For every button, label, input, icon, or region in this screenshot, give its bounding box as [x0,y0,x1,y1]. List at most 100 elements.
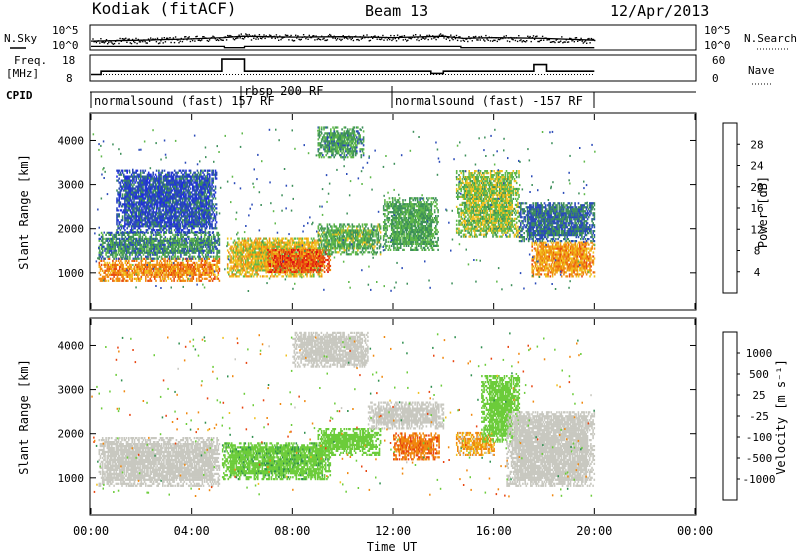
power-cell [124,187,126,190]
nsky-point [270,34,272,37]
power-cell [173,211,176,214]
power-cell [164,207,167,210]
nsky-point [500,38,502,40]
power-cell [128,221,131,224]
power-cell [226,241,229,244]
power-cell [139,277,141,280]
power-cell [133,273,136,276]
power-cell [146,211,149,214]
power-cell [190,203,193,206]
power-cell [193,233,196,236]
power-cell [171,203,174,206]
power-cell [154,191,157,194]
power-cell [126,261,129,264]
nsearch-tick-top: 10^5 [704,24,731,37]
power-cell [146,181,149,184]
nsky-point [222,39,224,41]
power-cell [138,173,141,176]
power-cell [127,183,130,186]
nsky-point [476,39,478,41]
nsky-point [549,41,552,43]
power-cell [138,181,141,184]
power-cell [126,211,128,214]
power-cell [186,259,189,262]
power-cell [174,263,176,266]
power-cell [133,217,135,220]
power-cell [169,239,172,242]
power-cell [121,187,124,190]
nsky-point [293,39,296,42]
nsky-point [475,35,477,38]
power-cell [116,269,119,272]
power-cell [206,247,208,250]
power-cell [256,271,258,274]
power-cell [120,273,122,276]
power-cell [208,279,210,282]
power-cell [164,265,166,268]
nsky-point [278,39,280,41]
power-cell [130,235,132,238]
power-cell [117,243,120,246]
power-cell [216,261,218,264]
power-cell [150,273,153,276]
power-cell [127,189,130,192]
power-cell [112,251,114,254]
power-cell [214,241,216,244]
power-cell [184,209,186,212]
power-cell [160,239,163,242]
power-cell [164,217,167,220]
power-cell [124,193,126,196]
power-cell [180,233,182,236]
power-cell [154,219,157,222]
power-cell [209,265,212,268]
power-cell [180,213,183,216]
power-cell [145,203,148,206]
power-cell [155,229,158,232]
nsky-point [145,42,147,44]
power-cell [157,243,159,246]
power-cell [189,269,191,272]
power-cell [120,243,122,246]
power-cell [178,223,181,226]
power-cell [252,275,255,278]
power-cell [162,201,165,204]
power-cell [154,213,157,216]
power-cell [142,245,145,248]
power-cell [177,267,180,270]
power-cell [250,265,253,268]
power-cell [162,241,164,244]
power-cell [175,209,177,212]
power-cell [146,207,149,210]
power-cell [209,175,211,178]
power-cell [137,207,140,210]
power-cell [147,185,150,188]
power-cell [173,207,176,210]
power-cell [144,219,147,222]
power-cell [186,273,189,276]
power-cell [168,221,170,224]
power-cell [176,211,178,214]
power-cell [142,241,145,244]
power-cell [128,199,131,202]
power-cell [170,207,173,210]
power-cell [177,217,179,220]
power-cell [190,249,192,252]
power-panel-frame [89,112,697,311]
power-cell [240,241,243,244]
power-cell [141,221,143,224]
power-cell [172,247,174,250]
power-cell [158,221,160,224]
power-cell [134,257,137,260]
power-cell [118,245,121,248]
power-cell [193,177,195,180]
power-cell [129,229,132,232]
power-cell [129,221,132,224]
power-cell [137,275,139,278]
power-cell [189,203,192,206]
cpid-segment-2: rbsp 200 RF [244,84,323,98]
power-cell [135,243,138,246]
power-cell [152,193,154,196]
power-cell [151,257,154,260]
power-cell [181,269,183,272]
power-cell [133,269,136,272]
